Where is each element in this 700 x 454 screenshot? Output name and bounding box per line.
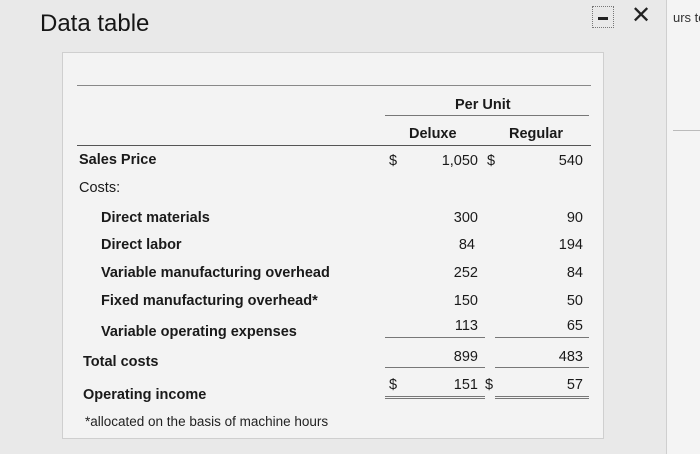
operating-income-double-rule-regular: [495, 396, 589, 399]
window-title: Data table: [40, 10, 150, 37]
background-divider: [673, 130, 700, 131]
total-rule-regular: [495, 367, 589, 368]
operating-income-label: Operating income: [83, 387, 207, 403]
subtotal-rule-regular: [495, 337, 589, 338]
total-costs-deluxe: 899: [453, 349, 478, 365]
operating-income-dollar-regular: $: [485, 377, 494, 393]
background-page-text: urs to: [673, 10, 700, 25]
row-deluxe-value: 150: [453, 293, 478, 309]
row-deluxe-value: 252: [453, 265, 478, 281]
row-regular-value: 194: [558, 237, 583, 253]
header-underline: [77, 145, 591, 146]
row-deluxe-value: 113: [454, 318, 478, 334]
subtotal-rule-deluxe: [385, 337, 485, 338]
minimize-icon[interactable]: [592, 6, 614, 28]
sales-price-regular: 540: [558, 153, 583, 169]
total-rule-deluxe: [385, 367, 485, 368]
sales-price-label: Sales Price: [79, 152, 157, 168]
operating-income-regular: 57: [566, 377, 583, 393]
data-table: Per Unit Deluxe Regular Sales Price $ 1,…: [62, 52, 604, 439]
close-icon[interactable]: ✕: [631, 1, 652, 29]
per-unit-header: Per Unit: [455, 97, 511, 113]
row-regular-value: 84: [566, 265, 583, 281]
costs-label: Costs:: [79, 180, 121, 196]
operating-income-double-rule-deluxe: [385, 396, 485, 399]
row-label: Fixed manufacturing overhead*: [101, 293, 318, 309]
regular-header: Regular: [509, 126, 563, 142]
row-label: Direct materials: [101, 210, 210, 226]
sales-price-dollar-deluxe: $: [389, 153, 398, 169]
sales-price-dollar-regular: $: [487, 153, 496, 169]
total-costs-label: Total costs: [83, 354, 159, 370]
row-regular-value: 65: [566, 318, 583, 334]
sales-price-deluxe: 1,050: [441, 153, 478, 169]
row-label: Variable operating expenses: [101, 324, 297, 340]
table-top-rule: [77, 85, 591, 86]
row-deluxe-value: 300: [453, 210, 478, 226]
row-label: Direct labor: [101, 237, 182, 253]
row-deluxe-value: 84: [458, 237, 475, 253]
operating-income-dollar-deluxe: $: [389, 377, 398, 393]
row-label: Variable manufacturing overhead: [101, 265, 330, 281]
per-unit-underline: [385, 115, 589, 116]
background-page-panel: urs to: [666, 0, 700, 454]
row-regular-value: 90: [566, 210, 583, 226]
total-costs-regular: 483: [558, 349, 583, 365]
footnote: *allocated on the basis of machine hours: [85, 414, 329, 429]
deluxe-header: Deluxe: [409, 126, 457, 142]
row-regular-value: 50: [566, 293, 583, 309]
operating-income-deluxe: 151: [453, 377, 478, 393]
